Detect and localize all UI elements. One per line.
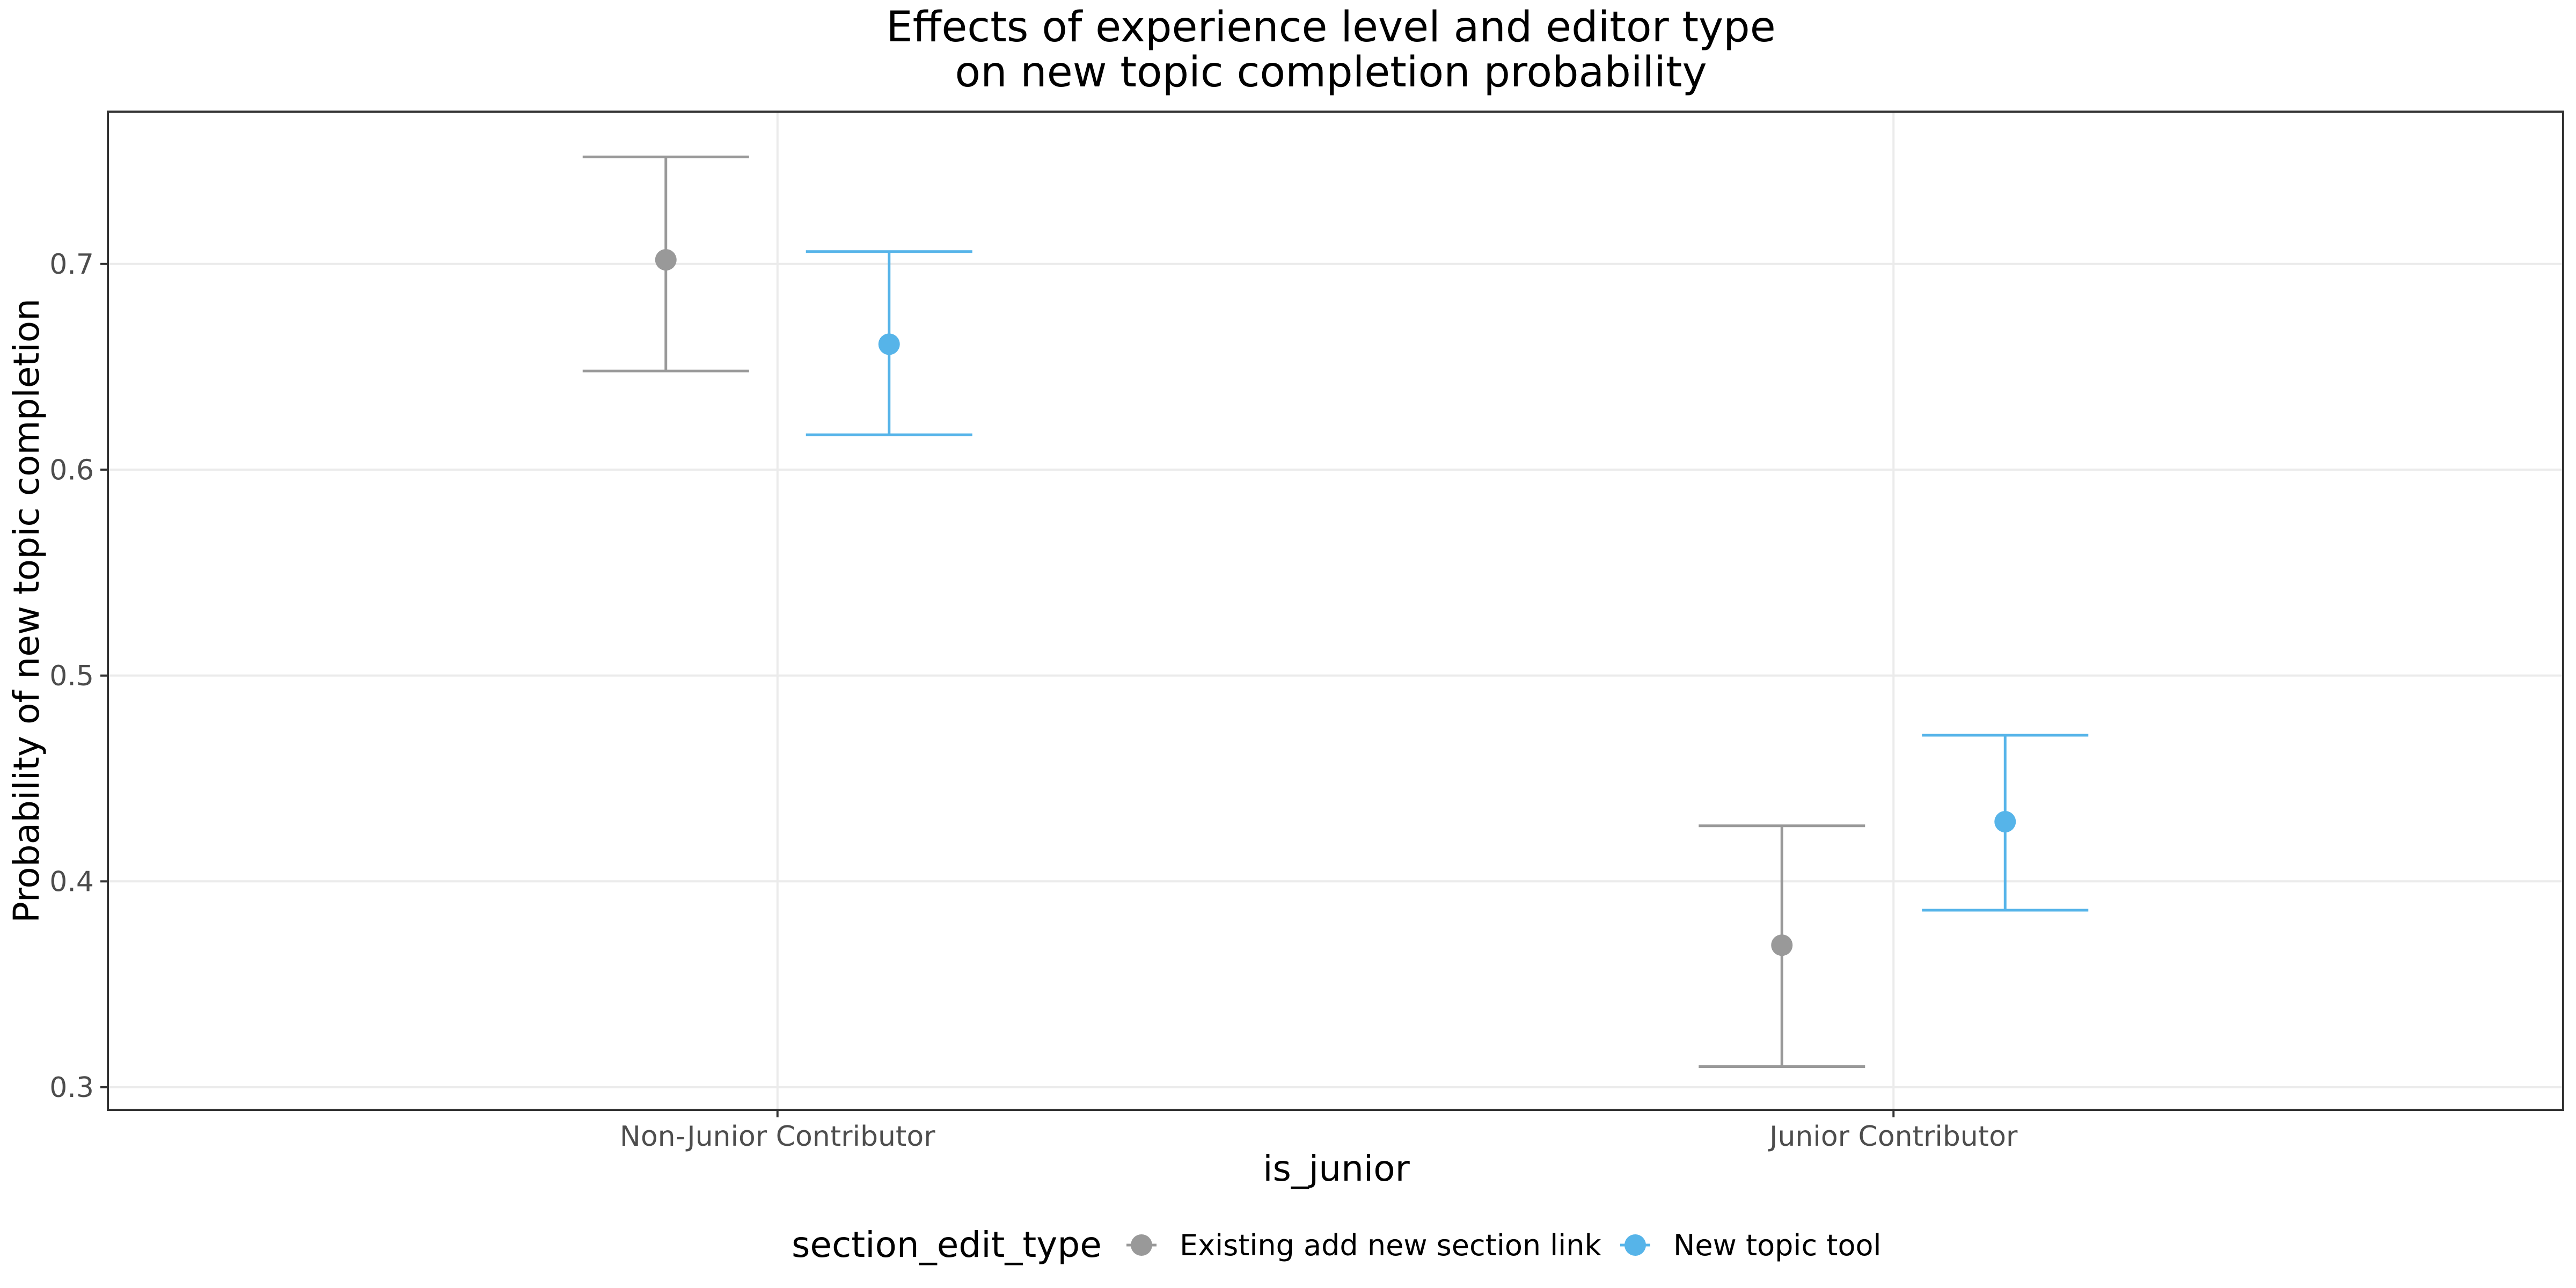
legend: section_edit_type Existing add new secti…: [792, 1224, 1882, 1265]
legend-key-point: [1624, 1234, 1646, 1256]
data-point: [1771, 934, 1793, 956]
x-axis-title: is_junior: [1263, 1148, 1410, 1189]
x-tick-label: Non-Junior Contributor: [620, 1121, 935, 1153]
axes: 0.3 0.4 0.5 0.6 0.7 Non-Junior Contributor Jun…: [49, 248, 2018, 1153]
chart-title-line2: on new topic completion probability: [955, 48, 1707, 97]
data-point: [1994, 811, 2016, 833]
y-tick-label: 0.5: [49, 660, 94, 692]
legend-key-point: [1131, 1234, 1152, 1256]
data-point: [878, 333, 900, 355]
legend-item: New topic tool: [1620, 1228, 1882, 1262]
y-axis-title: Probability of new topic completion: [6, 298, 47, 923]
x-tick-label: Junior Contributor: [1768, 1121, 2018, 1153]
error-bar: [582, 155, 749, 372]
y-tick-label: 0.3: [49, 1072, 94, 1104]
legend-item: Existing add new section link: [1126, 1228, 1602, 1262]
legend-title: section_edit_type: [792, 1224, 1102, 1265]
legend-label: New topic tool: [1673, 1228, 1882, 1262]
legend-label: Existing add new section link: [1180, 1228, 1602, 1262]
chart-title-line1: Effects of experience level and editor t…: [886, 3, 1775, 52]
legend-items: Existing add new section link New topic t…: [1126, 1228, 1882, 1262]
data-point: [655, 249, 677, 271]
y-tick-label: 0.7: [49, 248, 94, 281]
error-bar: [1922, 734, 2089, 912]
error-bar: [806, 250, 972, 436]
y-tick-label: 0.4: [49, 866, 94, 898]
error-bar: [1699, 824, 1865, 1068]
gridlines: [108, 112, 2563, 1110]
plot-marks: [582, 155, 2089, 1068]
y-tick-label: 0.6: [49, 454, 94, 486]
plot-panel-border: [107, 111, 2564, 1111]
